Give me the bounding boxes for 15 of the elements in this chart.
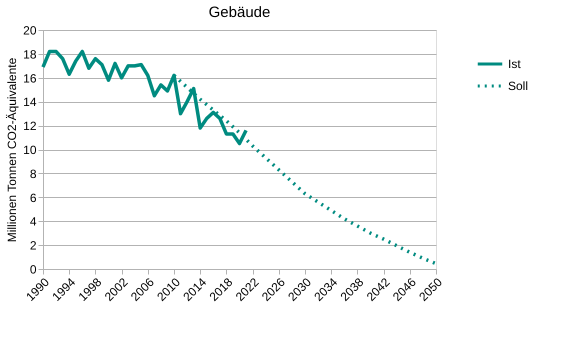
y-tick-label: 12 — [23, 119, 37, 134]
y-tick-label: 8 — [30, 166, 37, 181]
y-tick-label: 2 — [30, 238, 37, 253]
y-tick-label: 0 — [30, 262, 37, 276]
y-tick-label: 6 — [30, 190, 37, 205]
y-axis-title: Millionen Tonnen CO2-Äquivalente — [5, 57, 20, 242]
y-tick-label: 16 — [23, 71, 37, 86]
legend-label: Soll — [508, 79, 528, 93]
y-tick-label: 4 — [30, 214, 37, 229]
y-tick-label: 10 — [23, 143, 37, 157]
y-tick-label: 20 — [23, 24, 37, 38]
chart-title: Gebäude — [208, 4, 270, 21]
y-tick-label: 14 — [23, 95, 37, 110]
y-tick-label: 18 — [23, 47, 37, 62]
legend-label: Ist — [508, 57, 522, 71]
